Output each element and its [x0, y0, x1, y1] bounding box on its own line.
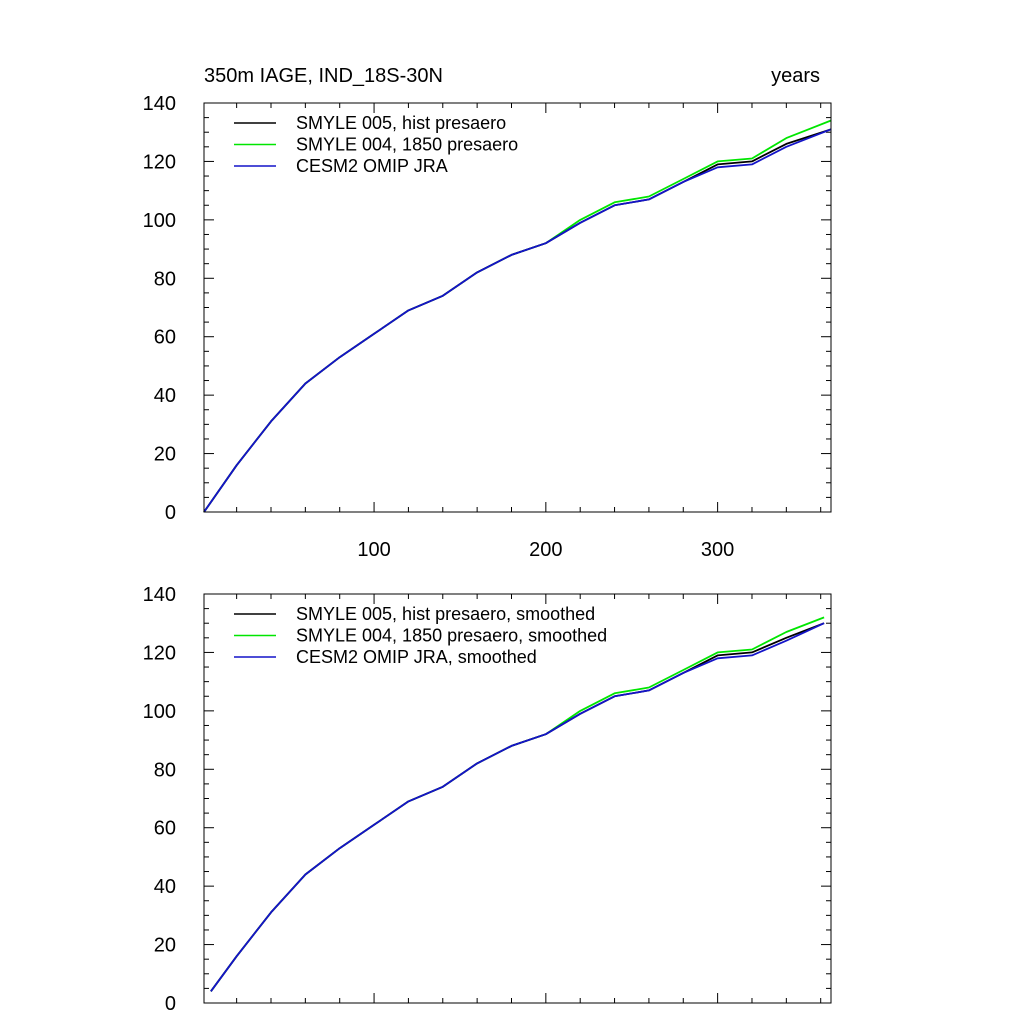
y-tick-label: 140 — [143, 93, 176, 115]
panel-bottom-ticks — [204, 593, 831, 1004]
y-tick-label: 0 — [165, 502, 176, 524]
y-tick-label: 60 — [154, 327, 176, 349]
legend-label-0: SMYLE 005, hist presaero — [296, 113, 506, 133]
x-tick-label: 100 — [357, 539, 390, 561]
y-tick-label: 100 — [143, 210, 176, 232]
panel-top-ticks — [204, 102, 831, 513]
y-tick-label: 0 — [165, 993, 176, 1015]
y-tick-label: 120 — [143, 642, 176, 664]
panel-top-title: 350m IAGE, IND_18S-30N — [204, 65, 443, 87]
panel-top: 350m IAGE, IND_18S-30N years 0 20 40 60 80 10… — [143, 65, 832, 561]
y-tick-label: 80 — [154, 759, 176, 781]
series-line-0 — [210, 622, 825, 992]
series-line-2 — [210, 622, 825, 992]
panel-bottom-tick-labels: 0 20 40 60 80 100 120 140 — [143, 584, 176, 1015]
panel-bottom: 0 20 40 60 80 100 120 140 SMYLE 005, hist presa… — [143, 584, 832, 1015]
panel-top-tick-labels: 0 20 40 60 80 100 120 140 100 200 300 — [143, 93, 735, 561]
panel-top-series — [203, 119, 832, 513]
series-line-1 — [210, 616, 825, 992]
series-line-1 — [203, 119, 832, 513]
y-tick-label: 40 — [154, 385, 176, 407]
panel-bottom-legend: SMYLE 005, hist presaero, smoothedSMYLE … — [234, 604, 607, 667]
legend-label-1: SMYLE 004, 1850 presaero — [296, 135, 518, 155]
y-tick-label: 100 — [143, 701, 176, 723]
y-tick-label: 80 — [154, 268, 176, 290]
panel-bottom-series — [210, 616, 825, 992]
legend-label-0: SMYLE 005, hist presaero, smoothed — [296, 604, 595, 624]
series-line-0 — [203, 128, 832, 513]
y-tick-label: 20 — [154, 935, 176, 957]
x-tick-label: 300 — [701, 539, 734, 561]
legend-label-2: CESM2 OMIP JRA — [296, 156, 448, 176]
x-tick-label: 200 — [529, 539, 562, 561]
series-line-2 — [203, 128, 832, 513]
legend-label-2: CESM2 OMIP JRA, smoothed — [296, 647, 537, 667]
y-tick-label: 120 — [143, 151, 176, 173]
panel-bottom-frame — [203, 593, 832, 1004]
legend-label-1: SMYLE 004, 1850 presaero, smoothed — [296, 626, 607, 646]
panel-top-frame — [203, 102, 832, 513]
y-tick-label: 60 — [154, 818, 176, 840]
y-tick-label: 140 — [143, 584, 176, 606]
y-tick-label: 40 — [154, 876, 176, 898]
y-tick-label: 20 — [154, 444, 176, 466]
panel-top-units: years — [771, 65, 820, 87]
